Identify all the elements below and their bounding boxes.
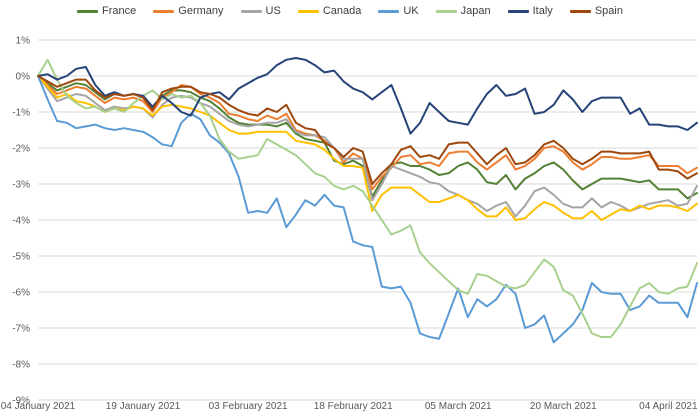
x-axis-tick-label: 19 January 2021: [106, 401, 181, 412]
x-axis-tick-label: 20 March 2021: [530, 401, 597, 412]
x-axis-tick-label: 05 March 2021: [425, 401, 492, 412]
legend-swatch-italy: [507, 10, 529, 13]
y-axis-tick-label: -6%: [12, 288, 30, 299]
legend-item-spain[interactable]: Spain: [569, 5, 623, 17]
legend-label: France: [102, 5, 137, 17]
legend-item-canada[interactable]: Canada: [297, 5, 362, 17]
y-axis-tick-label: -8%: [12, 360, 30, 371]
series-line-germany: [37, 75, 698, 191]
y-axis-tick-label: -1%: [12, 108, 30, 119]
y-axis-tick-label: -5%: [12, 252, 30, 263]
y-axis-tick-label: 0%: [16, 72, 31, 83]
y-axis-tick-label: -3%: [12, 180, 30, 191]
y-axis-tick-label: -4%: [12, 216, 30, 227]
legend-label: Japan: [460, 5, 491, 17]
legend-item-uk[interactable]: UK: [378, 5, 419, 17]
series-line-italy: [37, 57, 698, 135]
legend-label: Germany: [178, 5, 224, 17]
legend-swatch-france: [77, 10, 99, 13]
legend-item-italy[interactable]: Italy: [507, 5, 553, 17]
y-axis-tick-label: 1%: [16, 36, 31, 47]
series-line-japan: [37, 58, 698, 338]
legend-item-japan[interactable]: Japan: [435, 5, 491, 17]
legend-label: Italy: [532, 5, 553, 17]
legend-label: Canada: [322, 5, 362, 17]
legend-item-france[interactable]: France: [77, 6, 136, 17]
series-line-canada: [37, 75, 698, 221]
legend-swatch-us: [240, 10, 262, 13]
x-axis-tick-label: 03 February 2021: [209, 401, 288, 412]
y-axis-tick-label: -2%: [12, 144, 30, 155]
x-axis-tick-label: 04 January 2021: [1, 401, 76, 412]
chart-legend: France Germany US Canada UK Japan Italy Spain: [0, 6, 700, 17]
legend-label: UK: [403, 5, 419, 17]
legend-swatch-germany: [153, 10, 175, 13]
legend-swatch-japan: [435, 10, 457, 13]
legend-swatch-canada: [297, 10, 319, 13]
legend-label: US: [265, 5, 281, 17]
x-axis-tick-label: 04 April 2021: [639, 401, 698, 412]
y-axis-tick-label: -9%: [12, 396, 30, 407]
y-axis-tick-label: -7%: [12, 324, 30, 335]
x-axis-tick-label: 18 February 2021: [314, 401, 393, 412]
legend-swatch-spain: [569, 10, 591, 13]
series-line-us: [37, 75, 698, 218]
legend-swatch-uk: [378, 10, 400, 13]
legend-item-us[interactable]: US: [240, 5, 281, 17]
legend-label: Spain: [594, 5, 623, 17]
series-line-uk: [37, 75, 698, 344]
legend-item-germany[interactable]: Germany: [153, 5, 224, 17]
series-line-spain: [37, 75, 698, 185]
